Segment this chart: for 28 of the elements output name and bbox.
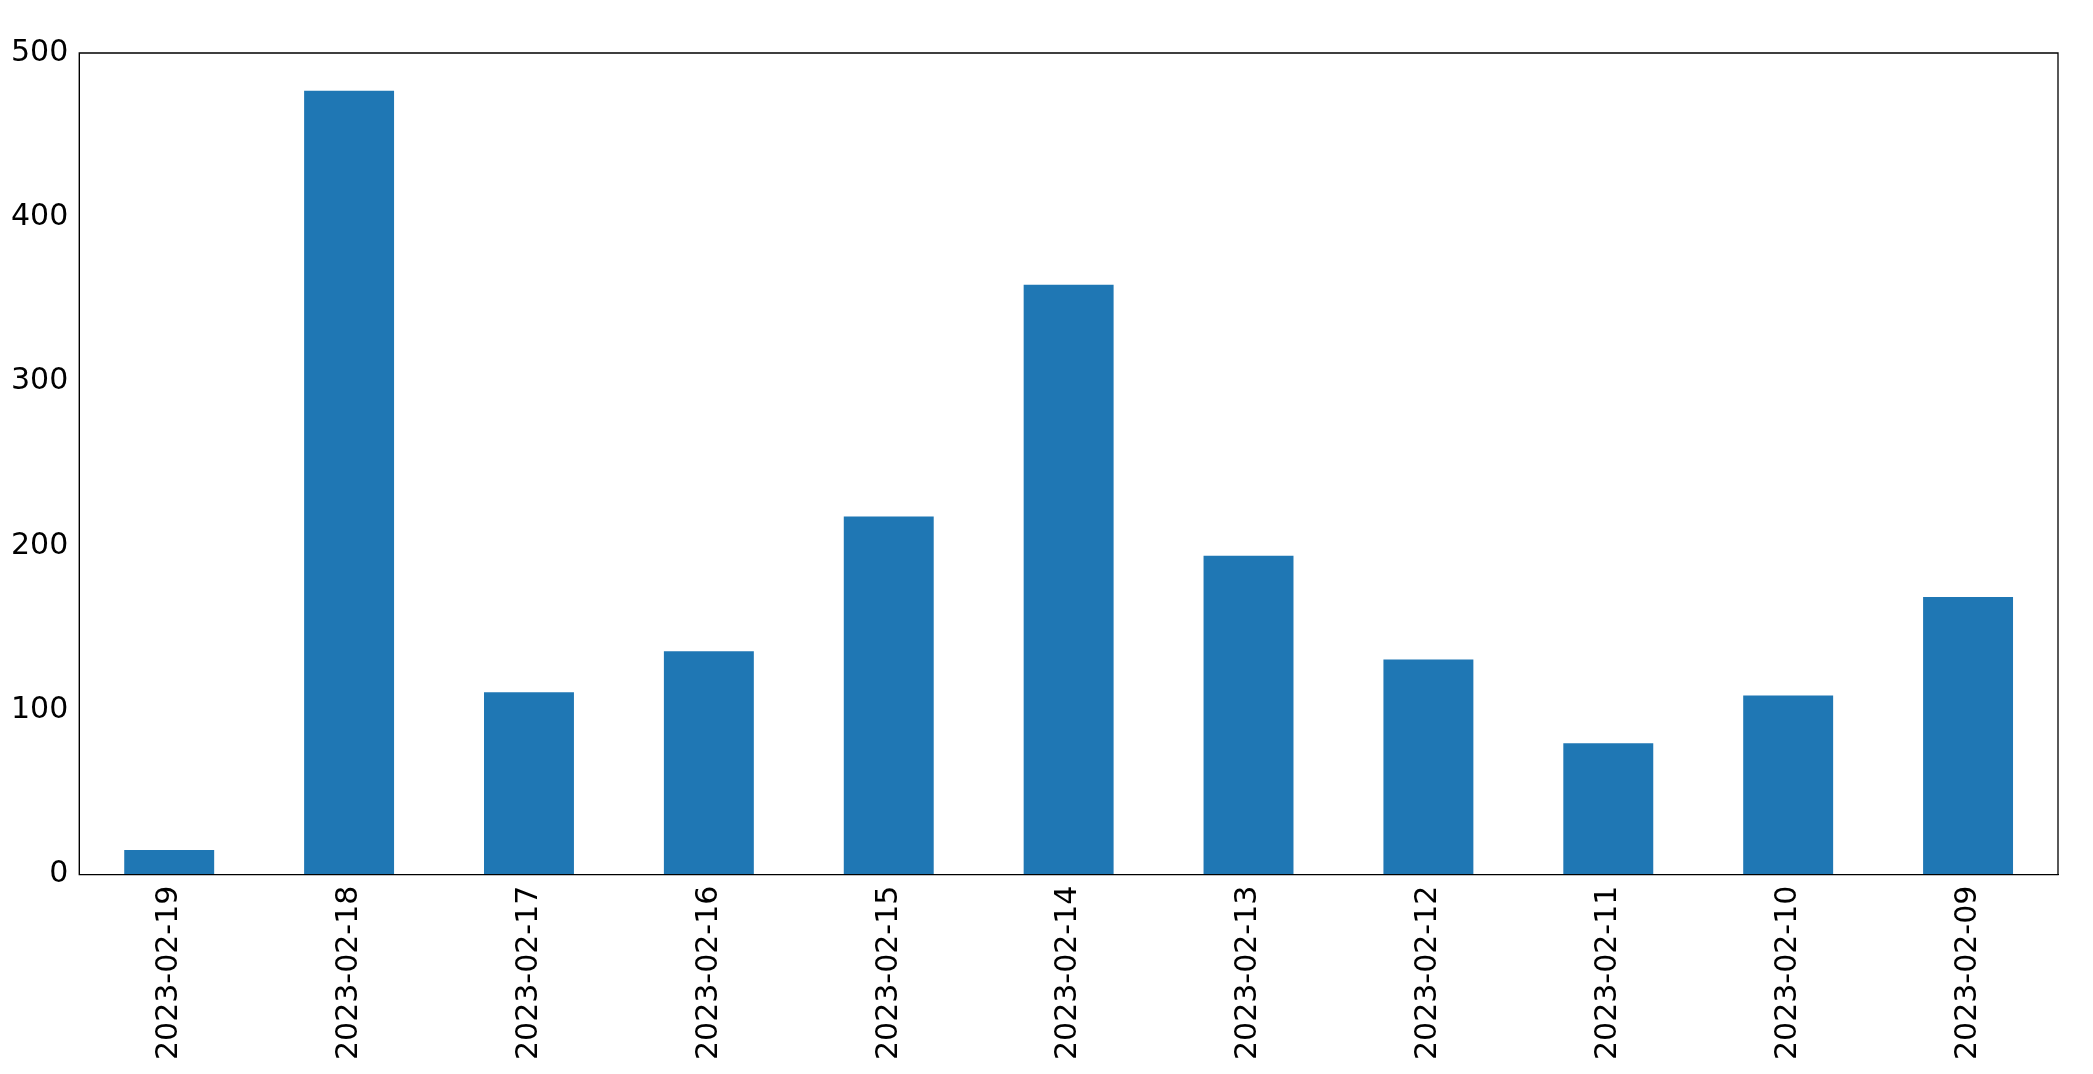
bar xyxy=(663,651,754,875)
bar xyxy=(1743,695,1834,875)
x-tick-label: 2023-02-11 xyxy=(1588,885,1624,1061)
y-tick-label: 0 xyxy=(49,854,69,890)
x-tick-label: 2023-02-15 xyxy=(868,885,904,1061)
x-tick-label: 2023-02-17 xyxy=(508,885,544,1061)
y-tick-label: 100 xyxy=(11,690,69,726)
bar xyxy=(484,692,574,875)
x-tick-label: 2023-02-12 xyxy=(1408,885,1444,1061)
bar xyxy=(1203,555,1294,875)
bar xyxy=(843,516,934,875)
x-tick-label: 2023-02-13 xyxy=(1228,885,1264,1061)
x-tick-label: 2023-02-18 xyxy=(328,885,364,1061)
y-tick-label: 200 xyxy=(11,525,69,561)
x-tick-label: 2023-02-16 xyxy=(688,885,724,1061)
bar xyxy=(124,850,215,875)
x-tick-label: 2023-02-19 xyxy=(149,885,184,1061)
y-tick-label: 400 xyxy=(11,197,69,233)
bar xyxy=(304,90,395,875)
y-tick-label: 500 xyxy=(11,32,69,68)
x-tick-label: 2023-02-10 xyxy=(1767,885,1803,1061)
bar xyxy=(1023,284,1114,875)
y-tick-label: 300 xyxy=(11,361,69,397)
bar xyxy=(1383,659,1474,875)
bar xyxy=(1563,743,1654,875)
x-tick-label: 2023-02-09 xyxy=(1947,885,1983,1061)
x-tick-label: 2023-02-14 xyxy=(1048,885,1084,1061)
bar xyxy=(1923,596,2014,875)
